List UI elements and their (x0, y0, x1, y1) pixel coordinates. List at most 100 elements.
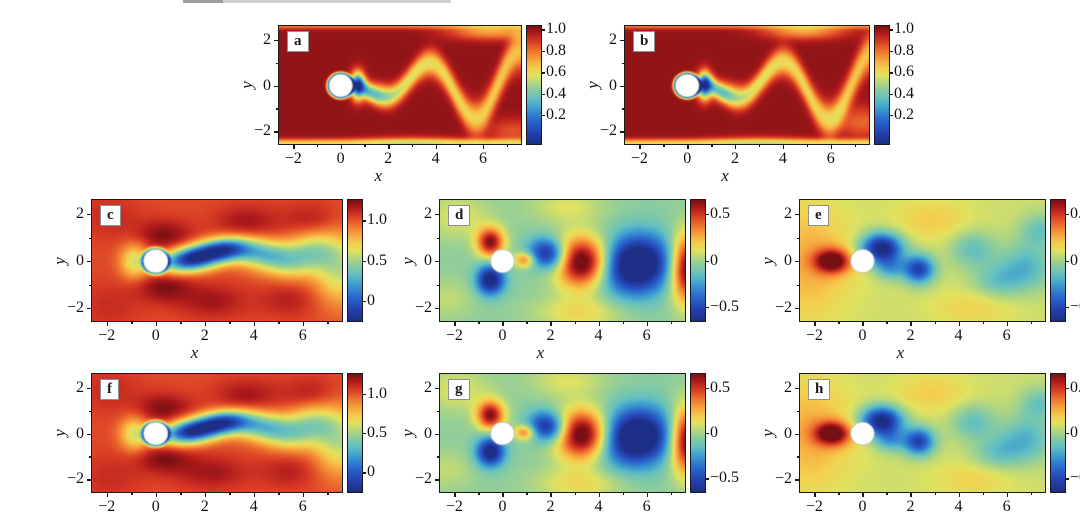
y-axis-title: y (398, 256, 418, 265)
y-tick-mark (274, 85, 279, 87)
colorbar-tick-mark (541, 29, 545, 31)
y-tick-label: 0 (263, 76, 271, 94)
x-minor-tick-mark (478, 321, 480, 324)
y-tick-label: −2 (414, 470, 432, 488)
y-minor-tick-mark (276, 62, 279, 65)
x-minor-tick-mark (574, 492, 576, 495)
x-tick-label: 4 (954, 498, 963, 515)
x-tick-label: 2 (546, 498, 555, 515)
y-minor-tick-mark (89, 284, 92, 286)
colorbar-g: 0.5 0 −0.5 (691, 374, 739, 492)
x-tick-label: 0 (151, 327, 160, 344)
y-minor-tick-mark (89, 237, 92, 239)
colorbar-canvas-e (1051, 200, 1065, 321)
x-tick-mark (253, 321, 256, 326)
y-tick-mark (274, 131, 279, 133)
x-tick-mark (293, 144, 295, 149)
y-axis-title: y (398, 429, 418, 437)
colorbar-tick-mark (1065, 478, 1069, 480)
x-tick-mark (814, 321, 816, 326)
y-minor-tick-mark (797, 410, 800, 413)
y-tick-mark (795, 479, 800, 481)
y-tick-mark (435, 479, 440, 481)
colorbar-tick-label: 1.0 (367, 384, 387, 402)
colorbar-tick-label: −0.5 (1070, 298, 1080, 316)
y-tick-label: 2 (609, 30, 617, 48)
colorbar-tick-label: 0.5 (1070, 204, 1080, 222)
x-tick-label: 2 (200, 327, 209, 344)
x-minor-tick-mark (506, 144, 509, 147)
x-axis-title: x (896, 343, 905, 362)
x-tick-mark (687, 144, 689, 149)
y-axis-title: y (237, 81, 257, 89)
x-tick-label: 0 (151, 498, 160, 515)
x-minor-tick-mark (838, 492, 840, 495)
x-tick-label: 6 (298, 327, 307, 344)
x-minor-tick-mark (278, 492, 280, 495)
colorbar-canvas-f (348, 374, 362, 492)
colorbar-tick-label: 0.5 (367, 251, 387, 269)
colorbar-tick-mark (362, 393, 366, 396)
x-minor-tick-mark (1030, 492, 1032, 495)
y-tick-mark (620, 131, 625, 133)
x-tick-label: −2 (805, 327, 823, 344)
colorbar-canvas-g (691, 374, 705, 492)
x-tick-mark (598, 492, 600, 497)
x-tick-mark (646, 492, 648, 497)
y-tick-mark (620, 39, 625, 42)
y-minor-tick-mark (437, 410, 440, 413)
x-minor-tick-mark (622, 492, 624, 495)
panel-e: e x y 0.5 0 −0.5 −2 0 2 4 6 2 0 −2 (758, 200, 1080, 362)
x-tick-label: 2 (906, 327, 915, 344)
x-axis-title: x (191, 514, 199, 518)
x-tick-label: −2 (445, 327, 463, 344)
y-tick-mark (435, 261, 440, 263)
heatmap-canvas-h (800, 374, 1045, 492)
y-tick-mark (87, 433, 92, 435)
x-tick-mark (550, 321, 552, 326)
y-minor-tick-mark (797, 284, 800, 286)
colorbar-tick-label: −0.5 (710, 298, 740, 316)
colorbar-tick-mark (541, 50, 545, 53)
x-tick-label: 0 (858, 327, 867, 344)
y-tick-label: 0 (784, 252, 792, 270)
heatmap-plot-c: c (92, 200, 342, 321)
x-axis-title: x (897, 514, 905, 518)
x-minor-tick-mark (838, 321, 840, 324)
x-minor-tick-mark (982, 321, 984, 324)
heatmap-canvas-c (92, 200, 342, 321)
heatmap-plot-d: d (440, 200, 685, 321)
y-tick-mark (87, 214, 92, 216)
heatmap-plot-h: h (800, 374, 1045, 492)
heatmap-canvas-b (625, 26, 869, 144)
x-tick-mark (958, 321, 960, 326)
y-tick-label: 2 (76, 205, 84, 223)
colorbar-tick-label: 0 (367, 291, 375, 309)
heatmap-plot-g: g (440, 374, 685, 492)
x-axis-title: x (190, 343, 199, 362)
colorbar-tick-mark (362, 472, 366, 474)
colorbar-canvas-d (691, 200, 705, 321)
colorbar-tick-label: 0.5 (367, 424, 387, 441)
y-axis-title: y (50, 256, 70, 265)
y-tick-label: 2 (424, 378, 432, 396)
colorbar-tick-label: 0 (1070, 251, 1078, 269)
x-minor-tick-mark (934, 321, 936, 324)
x-tick-label: 2 (384, 150, 393, 167)
x-minor-tick-mark (459, 144, 461, 147)
colorbar-tick-mark (889, 72, 893, 74)
x-minor-tick-mark (886, 321, 888, 324)
colorbar-tick-label: 0.8 (546, 41, 566, 59)
y-tick-mark (795, 261, 800, 263)
colorbar-tick-mark (1065, 307, 1069, 309)
y-tick-label: 0 (424, 252, 432, 270)
x-tick-mark (454, 321, 456, 326)
x-minor-tick-mark (229, 321, 231, 324)
colorbar-tick-label: 0 (367, 463, 375, 481)
x-tick-mark (204, 321, 207, 326)
y-tick-label: 0 (784, 424, 792, 442)
panel-letter-f: f (100, 379, 119, 400)
colorbar-tick-label: 0 (710, 424, 718, 441)
panel-h: h x y 0.5 0 −0.5 −2 0 2 4 6 2 0 −2 (758, 374, 1080, 518)
y-minor-tick-mark (89, 456, 92, 458)
